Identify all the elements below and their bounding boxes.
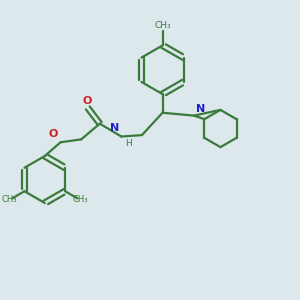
Text: N: N — [196, 104, 205, 114]
Text: H: H — [125, 139, 131, 148]
Text: O: O — [82, 96, 92, 106]
Text: CH₃: CH₃ — [154, 21, 171, 30]
Text: O: O — [49, 129, 58, 140]
Text: CH₃: CH₃ — [72, 195, 88, 204]
Text: CH₃: CH₃ — [2, 195, 17, 204]
Text: N: N — [110, 123, 120, 133]
